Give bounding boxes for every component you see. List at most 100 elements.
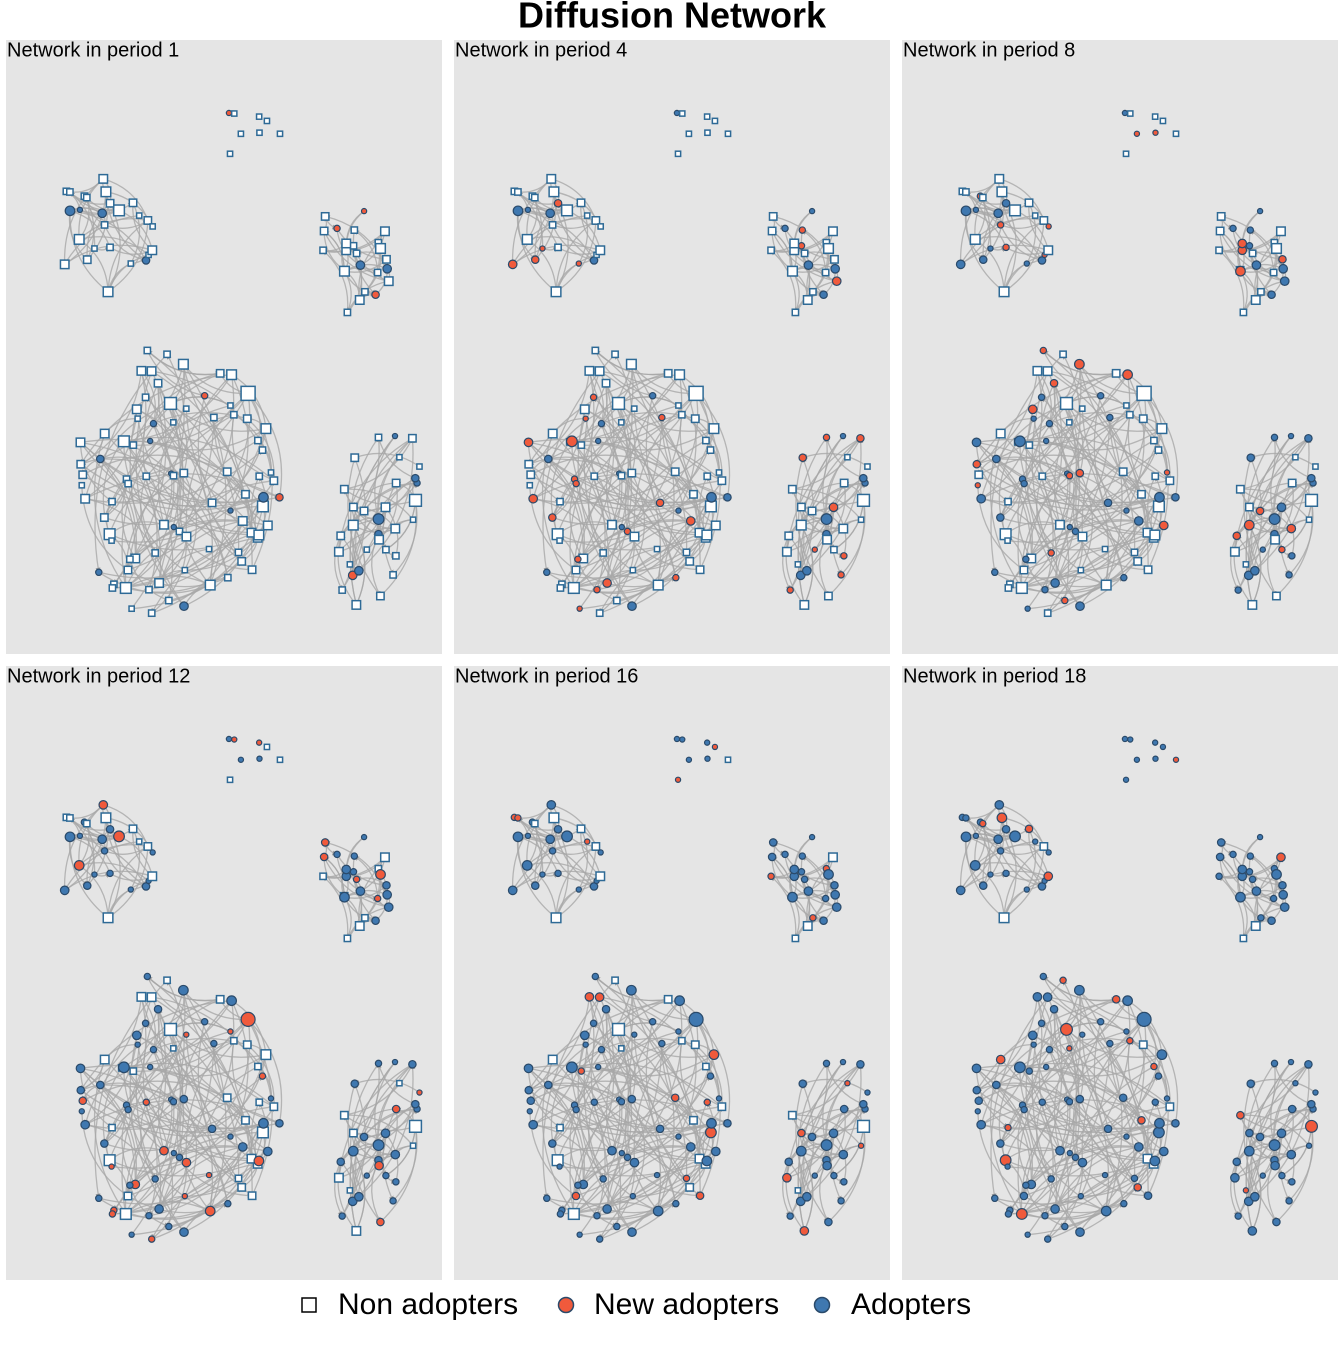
node-non-adopter (675, 402, 682, 409)
node-adopter (372, 513, 385, 526)
node-non-adopter (320, 211, 330, 221)
node-adopter (1103, 498, 1113, 508)
node-adopter (256, 755, 263, 762)
node-non-adopter (547, 428, 558, 439)
node-non-adopter (690, 1040, 700, 1050)
node-adopter (1055, 1145, 1065, 1156)
node-adopter (820, 1139, 833, 1152)
node-non-adopter (839, 478, 849, 488)
node-non-adopter (260, 423, 272, 435)
edge (771, 230, 838, 283)
node-adopter (1002, 869, 1010, 878)
node-non-adopter (548, 812, 560, 824)
node-adopter (1269, 894, 1278, 903)
node-non-adopter (269, 476, 279, 486)
node-new-adopter (1004, 1123, 1012, 1132)
node-non-adopter (262, 520, 273, 531)
node-adopter (1106, 413, 1114, 422)
edge (125, 414, 235, 571)
node-adopter (1256, 207, 1264, 215)
edge (1029, 392, 1145, 446)
node-non-adopter (215, 368, 225, 378)
edge (1031, 370, 1081, 607)
node-adopter (105, 824, 115, 834)
node-non-adopter (1287, 478, 1297, 488)
edge (349, 437, 380, 572)
node-adopter (543, 454, 553, 464)
node-new-adopter (1045, 223, 1052, 230)
node-adopter (1127, 736, 1134, 743)
node-new-adopter (584, 992, 595, 1002)
edge (123, 374, 233, 442)
node-adopter (1259, 1172, 1266, 1179)
node-new-adopter (375, 869, 386, 880)
node-adopter (175, 1153, 184, 1162)
node-adopter (972, 832, 980, 840)
node-non-adopter (768, 211, 778, 221)
edge (994, 534, 1156, 579)
node-non-adopter (786, 265, 799, 277)
node-new-adopter (204, 1205, 216, 1217)
node-adopter (1027, 1030, 1038, 1041)
node-adopter (1158, 1146, 1169, 1157)
node-non-adopter (606, 519, 617, 530)
node-new-adopter (391, 1104, 401, 1114)
node-new-adopter (78, 1096, 88, 1106)
node-non-adopter (73, 233, 85, 245)
node-adopter (392, 1178, 400, 1186)
node-non-adopter (1248, 249, 1257, 258)
node-adopter (521, 860, 533, 871)
node-adopter (224, 1199, 232, 1208)
node-new-adopter (1163, 469, 1171, 476)
node-new-adopter (1027, 404, 1038, 415)
node-non-adopter (1143, 565, 1153, 575)
node-new-adopter (523, 437, 534, 448)
node-non-adopter (597, 223, 605, 230)
node-adopter (675, 1028, 682, 1035)
edge (78, 844, 149, 866)
node-new-adopter (374, 1160, 384, 1171)
node-adopter (1247, 1226, 1258, 1236)
node-new-adopter (572, 479, 580, 488)
node-non-adopter (556, 1123, 564, 1132)
node-new-adopter (514, 814, 522, 822)
node-new-adopter (786, 586, 794, 594)
node-adopter (1133, 516, 1144, 526)
node-new-adopter (974, 482, 981, 489)
node-new-adopter (142, 1098, 151, 1107)
node-non-adopter (789, 238, 800, 249)
node-non-adopter (76, 459, 86, 469)
node-adopter (856, 1059, 865, 1069)
node-new-adopter (1066, 1045, 1073, 1052)
node-non-adopter (576, 824, 586, 834)
node-non-adopter (677, 410, 686, 419)
node-non-adopter (319, 246, 327, 255)
node-adopter (579, 1030, 590, 1041)
node-non-adopter (136, 991, 147, 1002)
node-new-adopter (1150, 1062, 1158, 1071)
node-non-adopter (363, 546, 371, 553)
edge (1233, 535, 1253, 606)
node-new-adopter (1243, 519, 1255, 531)
node-adopter (679, 736, 686, 743)
node-adopter (1276, 1128, 1287, 1139)
node-adopter (1050, 578, 1060, 588)
edge (571, 440, 677, 578)
node-adopter (1122, 995, 1133, 1007)
edge (133, 392, 249, 446)
edge (527, 442, 561, 503)
node-non-adopter (129, 441, 138, 450)
node-non-adopter (346, 561, 354, 568)
node-adopter (974, 1108, 981, 1115)
node-adopter (1001, 198, 1011, 208)
node-adopter (582, 1041, 589, 1048)
node-adopter (1024, 605, 1031, 612)
node-non-adopter (560, 204, 574, 217)
node-non-adopter (796, 502, 806, 512)
edge (573, 535, 635, 589)
node-new-adopter (797, 242, 806, 250)
node-adopter (1030, 1041, 1037, 1048)
node-new-adopter (565, 435, 578, 448)
node-non-adopter (1054, 519, 1065, 530)
edge (127, 569, 229, 588)
